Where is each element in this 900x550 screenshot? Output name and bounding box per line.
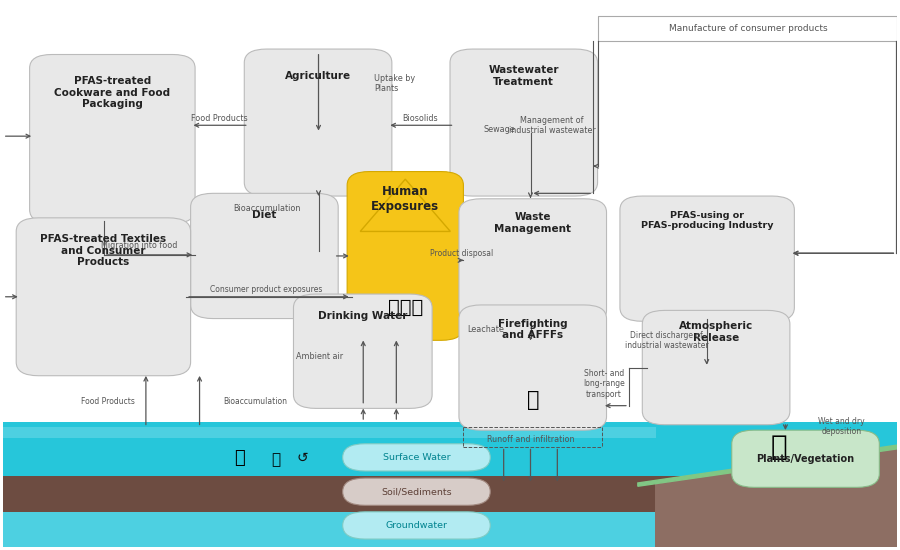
Text: Agriculture: Agriculture (285, 72, 351, 81)
Text: Waste
Management: Waste Management (494, 212, 572, 234)
Text: PFAS-using or
PFAS-producing Industry: PFAS-using or PFAS-producing Industry (641, 211, 773, 230)
FancyBboxPatch shape (620, 196, 795, 321)
Text: Management of
industrial wastewater: Management of industrial wastewater (508, 116, 595, 135)
FancyBboxPatch shape (459, 305, 607, 430)
Text: Bioaccumulation: Bioaccumulation (223, 397, 287, 406)
FancyBboxPatch shape (343, 444, 490, 471)
Text: Wastewater
Treatment: Wastewater Treatment (489, 65, 559, 87)
Text: Uptake by
Plants: Uptake by Plants (374, 74, 415, 93)
FancyBboxPatch shape (732, 430, 879, 487)
Text: Atmospheric
Release: Atmospheric Release (679, 321, 753, 343)
Text: Short- and
long-range
transport: Short- and long-range transport (583, 369, 625, 399)
Text: Wet and dry
deposition: Wet and dry deposition (818, 417, 865, 436)
Bar (3, 476, 897, 518)
Bar (3, 422, 897, 485)
Polygon shape (656, 447, 900, 547)
Text: Manufacture of consumer products: Manufacture of consumer products (669, 24, 827, 34)
FancyBboxPatch shape (343, 512, 490, 539)
Text: 🐠: 🐠 (271, 453, 280, 468)
Text: Biosolids: Biosolids (402, 114, 438, 123)
Text: Groundwater: Groundwater (385, 521, 447, 530)
Text: Consumer product exposures: Consumer product exposures (211, 285, 323, 294)
Text: Plants/Vegetation: Plants/Vegetation (757, 454, 855, 464)
Text: Food Products: Food Products (191, 114, 248, 123)
Text: Bioaccumulation: Bioaccumulation (233, 204, 301, 213)
Text: Surface Water: Surface Water (382, 453, 450, 462)
FancyBboxPatch shape (643, 310, 790, 425)
FancyBboxPatch shape (30, 54, 195, 223)
Text: PFAS-treated Textiles
and Consumer
Products: PFAS-treated Textiles and Consumer Produ… (40, 234, 166, 267)
FancyBboxPatch shape (347, 172, 464, 340)
Text: PFAS-treated
Cookware and Food
Packaging: PFAS-treated Cookware and Food Packaging (54, 76, 170, 109)
Text: Ambient air: Ambient air (295, 352, 343, 361)
FancyBboxPatch shape (244, 49, 392, 196)
FancyBboxPatch shape (16, 218, 191, 376)
FancyBboxPatch shape (450, 49, 598, 196)
Text: Food Products: Food Products (81, 397, 135, 406)
Text: Leachate: Leachate (467, 325, 504, 334)
Bar (3, 512, 897, 547)
Text: Firefighting
and AFFFs: Firefighting and AFFFs (498, 318, 568, 340)
Text: 👨‍👩‍👧: 👨‍👩‍👧 (388, 298, 423, 317)
Text: Migration into food: Migration into food (101, 240, 177, 250)
Text: Diet: Diet (252, 210, 276, 220)
Text: 🐟: 🐟 (234, 449, 245, 468)
Text: 🔥: 🔥 (526, 390, 539, 410)
Text: Sewage: Sewage (484, 125, 516, 134)
FancyBboxPatch shape (459, 199, 607, 324)
Text: Product disposal: Product disposal (430, 249, 493, 258)
FancyBboxPatch shape (343, 478, 490, 505)
Text: Soil/Sediments: Soil/Sediments (381, 487, 452, 496)
Text: 🌳: 🌳 (770, 432, 788, 460)
Text: Runoff and infiltration: Runoff and infiltration (487, 436, 574, 444)
Polygon shape (638, 444, 900, 486)
Text: Human
Exposures: Human Exposures (371, 185, 439, 213)
Polygon shape (360, 179, 450, 232)
Bar (3, 427, 656, 438)
Text: Drinking Water: Drinking Water (318, 311, 408, 321)
FancyBboxPatch shape (191, 194, 338, 318)
FancyBboxPatch shape (293, 294, 432, 409)
Text: ↺: ↺ (297, 450, 308, 464)
Text: Direct discharge of
industrial wastewater: Direct discharge of industrial wastewate… (625, 331, 708, 350)
